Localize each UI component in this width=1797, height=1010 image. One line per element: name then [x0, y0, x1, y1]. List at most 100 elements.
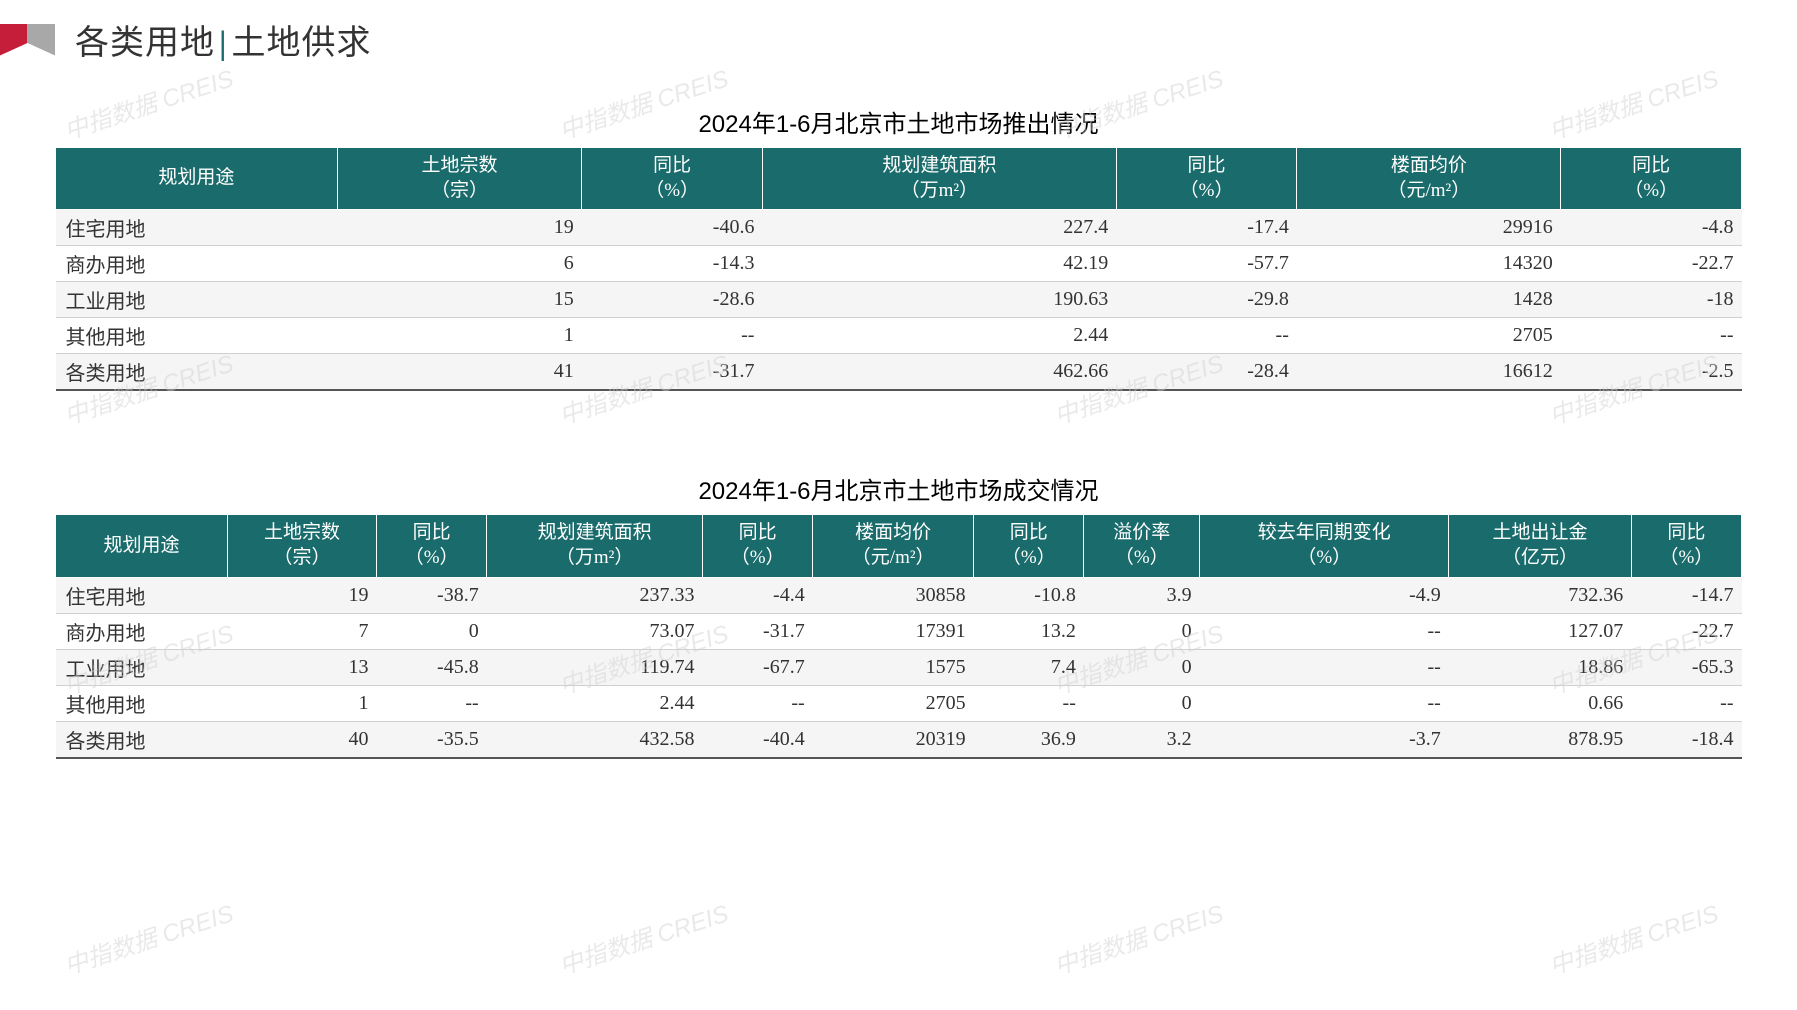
table-cell: 商办用地 — [56, 246, 338, 282]
table-cell: 19 — [227, 577, 376, 613]
header-bar: 各类用地|土地供求 — [0, 0, 1797, 79]
table-cell: 462.66 — [762, 354, 1116, 391]
table-cell: 127.07 — [1449, 613, 1631, 649]
table-cell: -29.8 — [1116, 282, 1297, 318]
table-cell: -35.5 — [377, 721, 487, 758]
table-cell: 2.44 — [487, 685, 703, 721]
table-cell: 0.66 — [1449, 685, 1631, 721]
column-header: 楼面均价（元/m²） — [1297, 148, 1561, 210]
logo-icon — [0, 24, 55, 56]
column-header: 同比（%） — [1631, 515, 1741, 577]
table-cell: -28.4 — [1116, 354, 1297, 391]
table-cell: 15 — [337, 282, 581, 318]
table-cell: -- — [377, 685, 487, 721]
table-cell: 2705 — [1297, 318, 1561, 354]
watermark: 中指数据 CREIS — [554, 894, 732, 982]
column-header: 同比（%） — [377, 515, 487, 577]
table-cell: -4.4 — [703, 577, 813, 613]
column-header: 规划建筑面积（万m²） — [762, 148, 1116, 210]
table-cell: 其他用地 — [56, 318, 338, 354]
table-cell: -- — [1200, 685, 1449, 721]
table-cell: 119.74 — [487, 649, 703, 685]
table-cell: -17.4 — [1116, 210, 1297, 246]
table-cell: 2.44 — [762, 318, 1116, 354]
column-header: 规划用途 — [56, 515, 228, 577]
table-cell: 73.07 — [487, 613, 703, 649]
column-header: 同比（%） — [974, 515, 1084, 577]
table-cell: 14320 — [1297, 246, 1561, 282]
column-header: 同比（%） — [703, 515, 813, 577]
table-cell: 6 — [337, 246, 581, 282]
table-cell: 0 — [1084, 649, 1200, 685]
column-header: 土地宗数（宗） — [227, 515, 376, 577]
table-cell: 住宅用地 — [56, 577, 228, 613]
page-title: 各类用地|土地供求 — [75, 15, 372, 64]
transaction-table: 规划用途土地宗数（宗）同比（%）规划建筑面积（万m²）同比（%）楼面均价（元/m… — [55, 514, 1742, 758]
table-cell: -14.7 — [1631, 577, 1741, 613]
table-cell: -18.4 — [1631, 721, 1741, 758]
table-row: 商办用地6-14.342.19-57.714320-22.7 — [56, 246, 1742, 282]
column-header: 楼面均价（元/m²） — [813, 515, 974, 577]
table-cell: -45.8 — [377, 649, 487, 685]
table-cell: 7 — [227, 613, 376, 649]
table-row: 各类用地41-31.7462.66-28.416612-2.5 — [56, 354, 1742, 391]
table-cell: -28.6 — [582, 282, 763, 318]
table1-title: 2024年1-6月北京市土地市场推出情况 — [55, 104, 1742, 139]
table-cell: 其他用地 — [56, 685, 228, 721]
table-cell: 3.9 — [1084, 577, 1200, 613]
table-cell: -- — [582, 318, 763, 354]
content-area: 2024年1-6月北京市土地市场推出情况 规划用途土地宗数（宗）同比（%）规划建… — [0, 79, 1797, 759]
table-cell: 227.4 — [762, 210, 1116, 246]
table-cell: 0 — [1084, 613, 1200, 649]
table-cell: 30858 — [813, 577, 974, 613]
table-cell: -31.7 — [582, 354, 763, 391]
supply-table-body: 住宅用地19-40.6227.4-17.429916-4.8商办用地6-14.3… — [56, 210, 1742, 391]
table-cell: 878.95 — [1449, 721, 1631, 758]
table-cell: 商办用地 — [56, 613, 228, 649]
table-cell: 237.33 — [487, 577, 703, 613]
table-row: 工业用地15-28.6190.63-29.81428-18 — [56, 282, 1742, 318]
table-cell: 732.36 — [1449, 577, 1631, 613]
table-cell: -10.8 — [974, 577, 1084, 613]
table-cell: -38.7 — [377, 577, 487, 613]
table-cell: 13 — [227, 649, 376, 685]
table-cell: -- — [1116, 318, 1297, 354]
supply-table: 规划用途土地宗数（宗）同比（%）规划建筑面积（万m²）同比（%）楼面均价（元/m… — [55, 147, 1742, 391]
table-row: 其他用地1--2.44--2705--0--0.66-- — [56, 685, 1742, 721]
table-cell: 40 — [227, 721, 376, 758]
title-divider: | — [219, 25, 228, 62]
column-header: 土地宗数（宗） — [337, 148, 581, 210]
table-row: 商办用地7073.07-31.71739113.20--127.07-22.7 — [56, 613, 1742, 649]
table-cell: -- — [1631, 685, 1741, 721]
table-cell: -31.7 — [703, 613, 813, 649]
transaction-table-body: 住宅用地19-38.7237.33-4.430858-10.83.9-4.973… — [56, 577, 1742, 758]
table-cell: -22.7 — [1631, 613, 1741, 649]
table-cell: -65.3 — [1631, 649, 1741, 685]
table-cell: -18 — [1561, 282, 1742, 318]
table-cell: 2705 — [813, 685, 974, 721]
title-left: 各类用地 — [75, 25, 215, 62]
column-header: 土地出让金（亿元） — [1449, 515, 1631, 577]
column-header: 规划用途 — [56, 148, 338, 210]
table-cell: -- — [703, 685, 813, 721]
table-cell: -- — [1200, 649, 1449, 685]
column-header: 溢价率（%） — [1084, 515, 1200, 577]
table-cell: -- — [1200, 613, 1449, 649]
table-cell: -40.4 — [703, 721, 813, 758]
table-cell: -67.7 — [703, 649, 813, 685]
table-cell: 17391 — [813, 613, 974, 649]
table-cell: 工业用地 — [56, 282, 338, 318]
table-cell: 住宅用地 — [56, 210, 338, 246]
table-cell: 各类用地 — [56, 721, 228, 758]
table-cell: -4.9 — [1200, 577, 1449, 613]
table-cell: 0 — [377, 613, 487, 649]
supply-table-head: 规划用途土地宗数（宗）同比（%）规划建筑面积（万m²）同比（%）楼面均价（元/m… — [56, 148, 1742, 210]
table-cell: 19 — [337, 210, 581, 246]
table-row: 住宅用地19-40.6227.4-17.429916-4.8 — [56, 210, 1742, 246]
table-cell: 1428 — [1297, 282, 1561, 318]
table-cell: 16612 — [1297, 354, 1561, 391]
table-cell: -22.7 — [1561, 246, 1742, 282]
table-cell: 1 — [337, 318, 581, 354]
table-cell: 432.58 — [487, 721, 703, 758]
table-row: 各类用地40-35.5432.58-40.42031936.93.2-3.787… — [56, 721, 1742, 758]
